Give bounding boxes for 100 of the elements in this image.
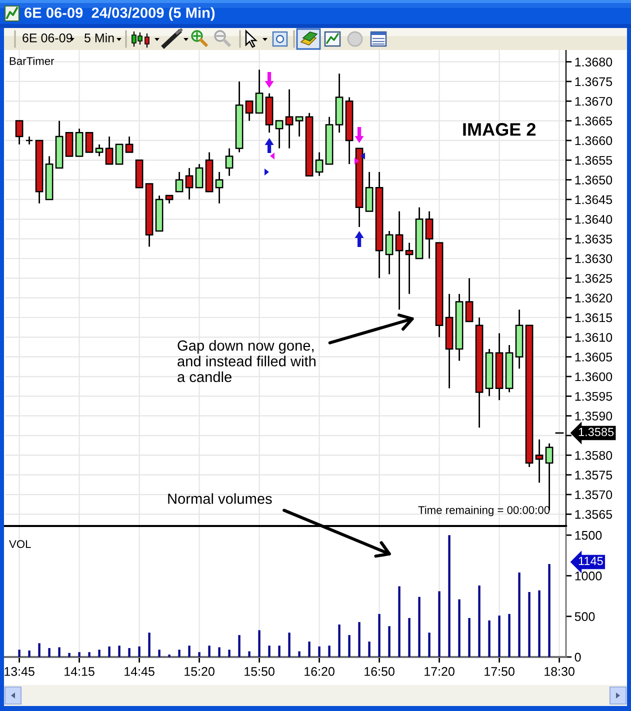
bar <box>298 651 300 657</box>
candlestick <box>365 171 374 212</box>
candlestick <box>255 68 264 114</box>
bar <box>38 643 40 657</box>
bar <box>208 646 210 657</box>
bar <box>58 647 60 657</box>
x-tick-label: 13:45 <box>4 667 34 676</box>
candlestick <box>15 120 24 146</box>
candlestick <box>405 242 414 295</box>
x-tick-label: 16:20 <box>304 667 334 676</box>
bar <box>318 646 320 657</box>
y-tick-label: 1.3670 <box>575 96 612 106</box>
y-tick-label: 1.3630 <box>575 254 612 264</box>
bar <box>128 648 130 657</box>
bar <box>448 535 450 657</box>
text: 1.3585 <box>578 428 614 436</box>
candlestick <box>275 120 284 150</box>
bar <box>398 586 400 657</box>
y-tick-label: 1.3665 <box>575 116 612 126</box>
bar <box>278 646 280 657</box>
bar <box>118 646 120 657</box>
candlestick <box>395 210 404 310</box>
bar <box>548 564 550 657</box>
y-tick-label: 1.3600 <box>575 372 612 382</box>
bar <box>428 632 430 657</box>
bar <box>198 652 200 657</box>
bar <box>148 632 150 657</box>
bar <box>438 591 440 657</box>
y-tick-label: 1.3655 <box>575 156 612 165</box>
y-tick-label: 1.3615 <box>575 313 612 322</box>
candlestick <box>225 148 234 177</box>
y-tick-label: 1.3620 <box>575 294 612 302</box>
bar <box>388 626 390 657</box>
y-tick-label: 500 <box>574 612 595 622</box>
bar <box>48 648 50 657</box>
x-tick-label: 14:45 <box>124 667 154 676</box>
candlestick <box>315 152 324 177</box>
annotation: IMAGE 2 <box>463 123 536 136</box>
bar <box>258 630 260 657</box>
bar <box>138 646 140 657</box>
y-tick-label: 1.3595 <box>575 392 612 401</box>
bar <box>178 650 180 657</box>
bar <box>188 646 190 657</box>
candlestick <box>425 210 434 260</box>
bar <box>358 622 360 657</box>
bar <box>478 586 480 657</box>
candlestick <box>125 136 134 153</box>
annotation: Normal volumes <box>168 493 272 504</box>
candlestick <box>65 132 74 157</box>
bar <box>108 646 110 657</box>
candlestick <box>175 171 184 192</box>
candlestick <box>25 136 34 146</box>
text: 5 Min <box>84 33 114 42</box>
y-tick-label: 1.3590 <box>575 412 612 421</box>
y-tick-label: 1.3610 <box>575 332 612 342</box>
bar <box>248 651 250 657</box>
bar <box>518 572 520 657</box>
bar <box>268 646 270 657</box>
bar <box>228 650 230 657</box>
y-tick-label: 1.3660 <box>575 136 612 146</box>
chart-title: 6E 06-09 24/03/2009 (5 Min) <box>24 7 215 21</box>
y-tick-label: 1.3625 <box>575 274 612 283</box>
bar <box>458 599 460 657</box>
y-tick-label: 1000 <box>575 572 602 580</box>
bar <box>368 642 370 657</box>
candlestick <box>195 163 204 188</box>
bar <box>418 596 420 657</box>
bar <box>68 652 70 657</box>
bar <box>288 632 290 657</box>
text: 1145 <box>578 556 603 566</box>
y-tick-label: 1.3635 <box>575 234 612 244</box>
annotation: Time remaining = 00:00:00 <box>418 506 550 516</box>
bar <box>238 635 240 657</box>
x-tick-label: 18:30 <box>544 667 574 676</box>
bar <box>378 614 380 657</box>
bar <box>498 616 500 657</box>
candlestick <box>285 88 294 150</box>
y-tick-label: 1500 <box>575 530 602 540</box>
candlestick <box>95 144 104 157</box>
bar <box>28 650 30 657</box>
candlestick <box>115 144 124 165</box>
candlestick <box>295 116 304 138</box>
x-tick-label: 15:50 <box>244 667 274 676</box>
bar <box>348 635 350 657</box>
bar <box>538 590 540 657</box>
bar <box>468 618 470 657</box>
y-tick-label: 1.3570 <box>575 490 612 500</box>
y-tick-label: 1.3675 <box>575 77 612 86</box>
candlestick <box>535 438 544 484</box>
y-tick-label: 1.3605 <box>575 352 612 362</box>
x-tick-label: 14:15 <box>64 667 94 676</box>
bar <box>308 642 310 657</box>
candlestick <box>75 128 84 157</box>
candlestick <box>385 230 394 275</box>
bar <box>338 624 340 657</box>
bar <box>158 650 160 657</box>
candlestick <box>465 277 474 322</box>
y-tick-label: 1.3645 <box>575 195 612 204</box>
y-tick-label: 1.3580 <box>575 450 612 460</box>
bar <box>528 592 530 657</box>
